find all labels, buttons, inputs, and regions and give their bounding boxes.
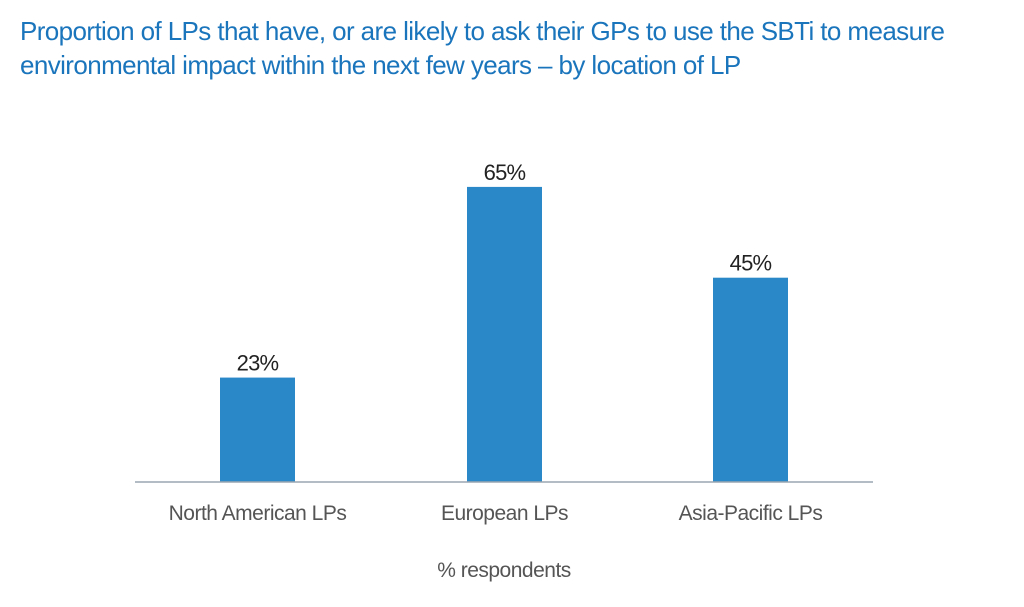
bar-asia-pacific-lps bbox=[713, 277, 788, 482]
category-label: European LPs bbox=[441, 502, 568, 525]
bar-north-american-lps bbox=[220, 377, 295, 482]
chart-title: Proportion of LPs that have, or are like… bbox=[20, 16, 945, 80]
bar-european-lps bbox=[467, 186, 542, 482]
category-label: Asia-Pacific LPs bbox=[679, 502, 823, 525]
category-label: North American LPs bbox=[169, 502, 347, 525]
data-label: 45% bbox=[730, 251, 772, 276]
x-axis-label: % respondents bbox=[437, 559, 571, 582]
data-label: 65% bbox=[484, 160, 526, 185]
data-label: 23% bbox=[237, 351, 279, 376]
